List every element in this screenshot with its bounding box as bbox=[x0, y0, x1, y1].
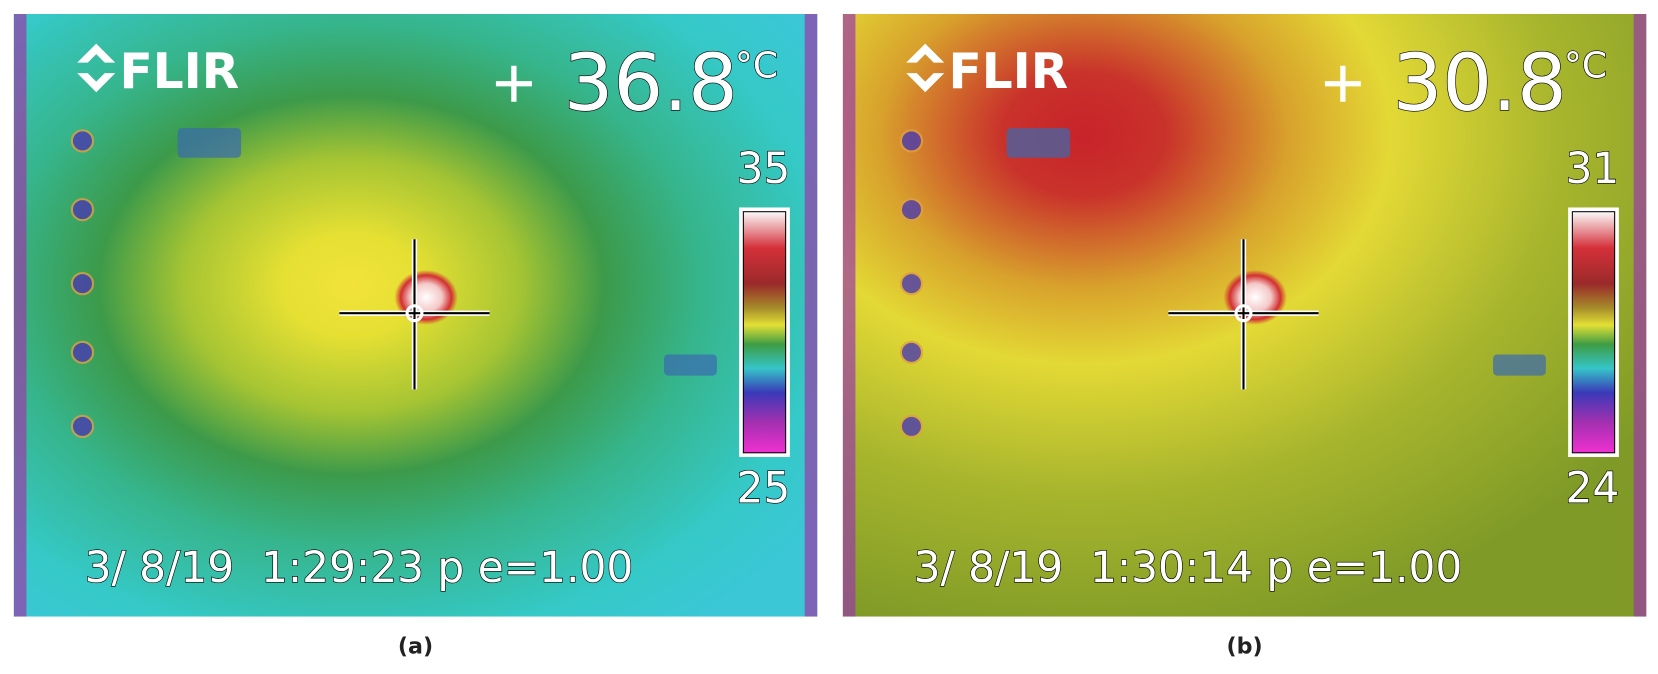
timestamp: 3/ 8/19 1:30:14 p e=1.00 bbox=[914, 543, 1463, 592]
caption: (a) bbox=[398, 634, 433, 660]
via bbox=[899, 197, 924, 222]
via bbox=[70, 414, 95, 438]
temperature-reading: 30.8 bbox=[1393, 38, 1567, 129]
thermal-scene: FLIR 30.8°C 31 24 3/ 8/19 1:30:14 p e=1.00 bbox=[842, 13, 1647, 617]
scale-min: 25 bbox=[737, 463, 791, 512]
thermal-image: FLIR 36.8°C 35 25 3/ 8/19 1:29:23 p e=1.00 bbox=[13, 13, 818, 617]
crosshair-center bbox=[1234, 304, 1253, 323]
logo-mark bbox=[906, 43, 945, 93]
hot-spot bbox=[394, 269, 458, 325]
temperature-reading: 36.8 bbox=[564, 38, 738, 129]
color-scale bbox=[742, 211, 787, 454]
reading-plus bbox=[495, 65, 532, 102]
thermal-image: FLIR 30.8°C 31 24 3/ 8/19 1:30:14 p e=1.00 bbox=[842, 13, 1647, 617]
via bbox=[899, 129, 924, 153]
component bbox=[1493, 354, 1546, 376]
via bbox=[70, 340, 95, 364]
logo-text: FLIR bbox=[119, 44, 239, 100]
via bbox=[899, 271, 924, 296]
via bbox=[70, 129, 95, 153]
reading-plus bbox=[1324, 65, 1361, 102]
logo-text: FLIR bbox=[948, 44, 1068, 100]
via bbox=[70, 271, 95, 296]
component bbox=[177, 128, 242, 158]
logo-mark bbox=[77, 43, 116, 93]
board-edge-left bbox=[13, 13, 27, 617]
timestamp: 3/ 8/19 1:29:23 p e=1.00 bbox=[85, 543, 634, 592]
color-scale bbox=[1571, 211, 1616, 454]
component bbox=[664, 354, 717, 376]
crosshair-center bbox=[405, 304, 424, 323]
board-edge-left bbox=[842, 13, 856, 617]
scale-max: 35 bbox=[737, 144, 791, 193]
hot-spot bbox=[1223, 269, 1287, 325]
thermal-scene: FLIR 36.8°C 35 25 3/ 8/19 1:29:23 p e=1.00 bbox=[13, 13, 818, 617]
via bbox=[899, 340, 924, 364]
component bbox=[1006, 128, 1071, 158]
board-edge-right bbox=[804, 13, 818, 617]
via bbox=[70, 197, 95, 222]
caption: (b) bbox=[1226, 634, 1262, 660]
board-edge-right bbox=[1633, 13, 1647, 617]
temperature-unit: °C bbox=[1564, 45, 1607, 86]
via bbox=[899, 414, 924, 438]
scale-min: 24 bbox=[1566, 463, 1620, 512]
temperature-unit: °C bbox=[735, 45, 778, 86]
scale-max: 31 bbox=[1566, 144, 1620, 193]
